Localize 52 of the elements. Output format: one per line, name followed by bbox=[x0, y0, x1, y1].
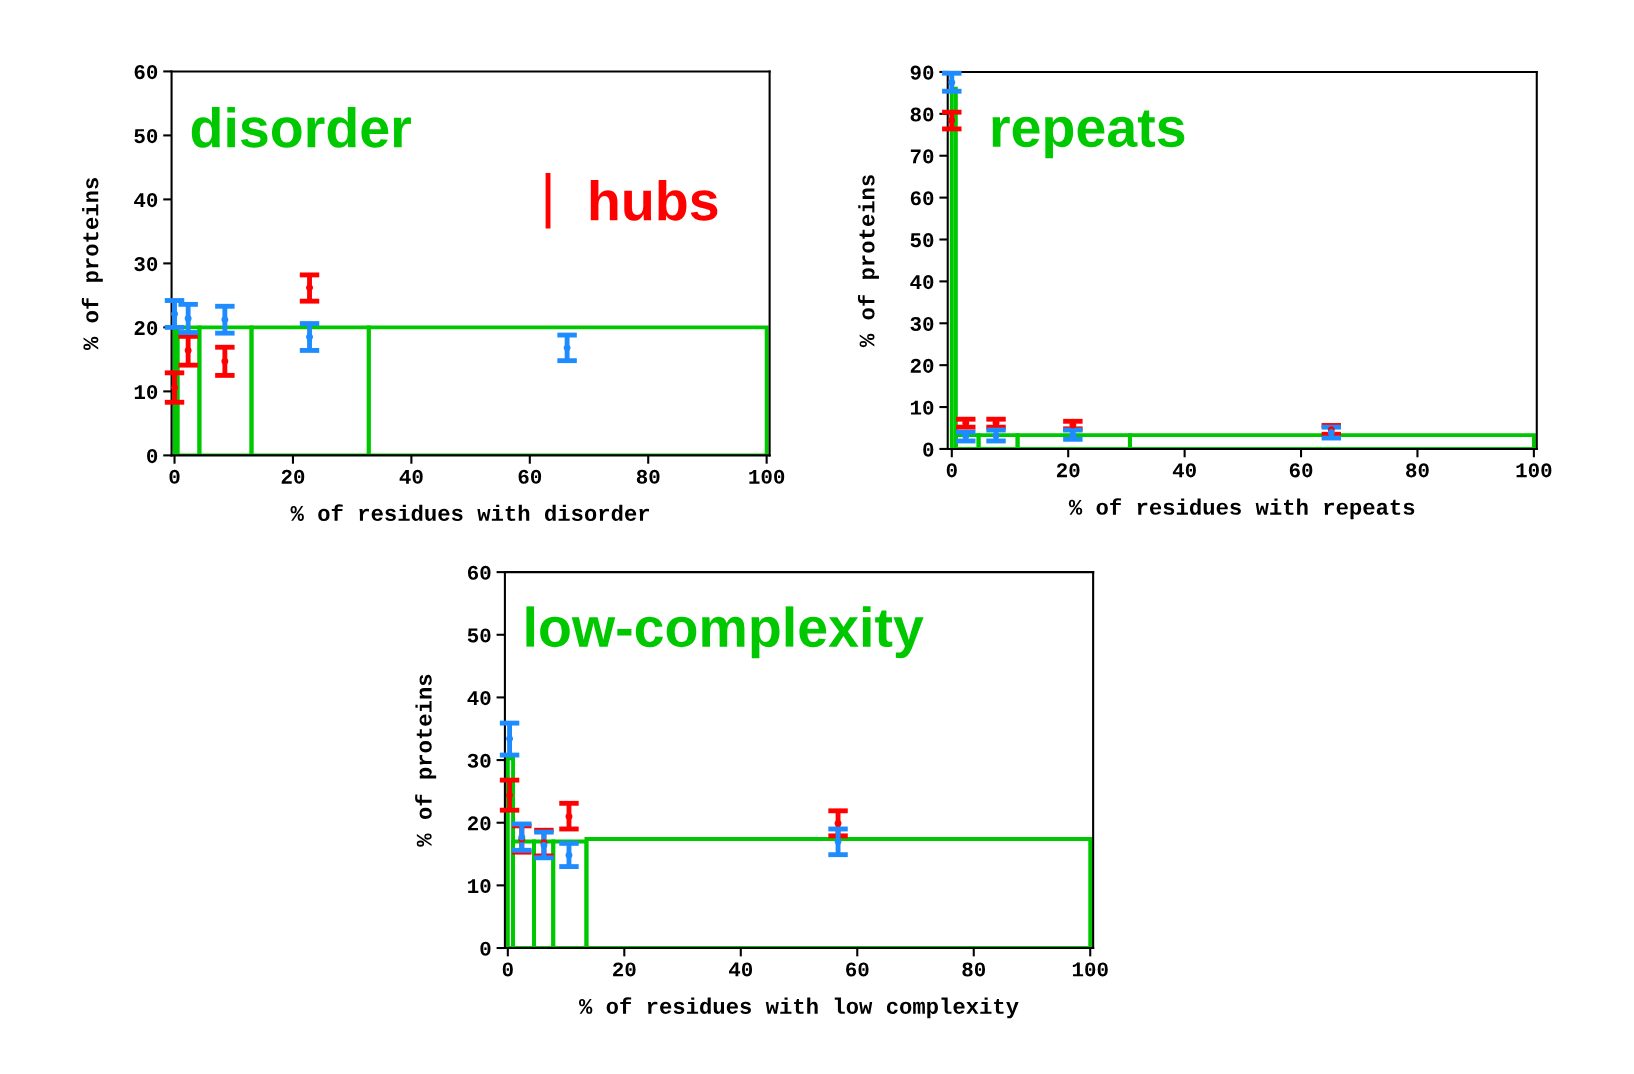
y-tick-label: 70 bbox=[910, 149, 934, 164]
x-tick-label: 60 bbox=[1289, 463, 1313, 478]
y-tick-label: 0 bbox=[923, 442, 934, 457]
y-tick-label: 10 bbox=[134, 385, 158, 400]
y-tick-label: 40 bbox=[910, 275, 934, 290]
x-tick-label: 0 bbox=[502, 962, 513, 977]
y-tick-label: 50 bbox=[467, 628, 491, 643]
y-tick-label: 30 bbox=[134, 257, 158, 272]
y-tick-label: 60 bbox=[134, 65, 158, 80]
x-axis-title: % of residues with low complexity bbox=[578, 997, 1019, 1019]
x-tick-label: 20 bbox=[613, 962, 636, 977]
x-tick-label: 40 bbox=[729, 962, 753, 977]
x-tick-label: 40 bbox=[1172, 463, 1196, 478]
y-tick-label: 60 bbox=[467, 565, 491, 580]
y-axis-title: % of proteins bbox=[857, 175, 879, 348]
x-axis-title: % of residues with repeats bbox=[1068, 498, 1415, 520]
y-tick-label: 0 bbox=[480, 941, 491, 956]
x-tick-label: 80 bbox=[962, 962, 986, 977]
y-tick-label: 40 bbox=[467, 691, 491, 706]
y-tick-label: 20 bbox=[134, 321, 158, 336]
x-tick-label: 80 bbox=[1406, 463, 1429, 478]
y-tick-label: 20 bbox=[910, 358, 934, 373]
y-axis-title: % of proteins bbox=[415, 674, 437, 847]
annotation: low-complexity bbox=[526, 606, 924, 659]
x-tick-label: 60 bbox=[518, 469, 542, 484]
legend-label: hubs bbox=[590, 179, 718, 221]
annotation: repeats bbox=[992, 110, 1185, 159]
y-tick-label: 30 bbox=[910, 316, 934, 332]
y-tick-label: 90 bbox=[910, 65, 934, 80]
y-tick-label: 10 bbox=[468, 878, 491, 894]
x-tick-label: 100 bbox=[1516, 463, 1552, 478]
y-tick-label: 80 bbox=[910, 107, 934, 122]
x-tick-label: 40 bbox=[399, 469, 423, 484]
x-axis-title: % of residues with disorder bbox=[290, 504, 649, 521]
y-tick-label: 10 bbox=[910, 400, 934, 415]
y-tick-label: 50 bbox=[910, 233, 934, 248]
y-tick-label: 0 bbox=[147, 448, 158, 464]
x-tick-label: 100 bbox=[1072, 962, 1108, 977]
x-tick-label: 60 bbox=[846, 962, 869, 977]
y-tick-label: 40 bbox=[134, 193, 158, 208]
y-tick-label: 50 bbox=[134, 129, 158, 144]
x-tick-label: 0 bbox=[169, 469, 180, 484]
x-tick-label: 20 bbox=[1056, 463, 1080, 478]
y-tick-label: 30 bbox=[467, 753, 491, 768]
x-tick-label: 100 bbox=[749, 469, 785, 484]
y-axis-title: % of proteins bbox=[81, 178, 103, 351]
annotation: disorder bbox=[191, 106, 411, 148]
x-tick-label: 20 bbox=[281, 469, 305, 484]
y-tick-label: 60 bbox=[910, 191, 934, 206]
x-tick-label: 0 bbox=[946, 463, 957, 478]
x-tick-label: 80 bbox=[636, 469, 660, 484]
y-tick-label: 20 bbox=[467, 816, 491, 831]
